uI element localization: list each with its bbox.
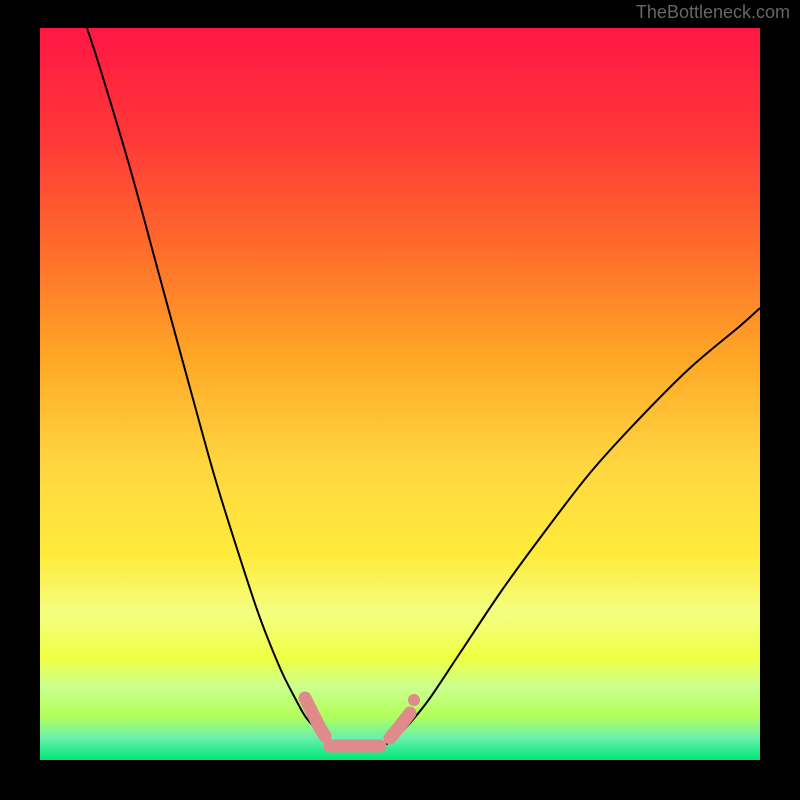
watermark-text: TheBottleneck.com (636, 2, 790, 23)
chart-plot-area (40, 28, 760, 760)
data-markers (305, 694, 420, 746)
bottleneck-curve-right (375, 308, 760, 750)
chart-curves (40, 28, 760, 760)
bottleneck-curve-left (87, 28, 345, 750)
